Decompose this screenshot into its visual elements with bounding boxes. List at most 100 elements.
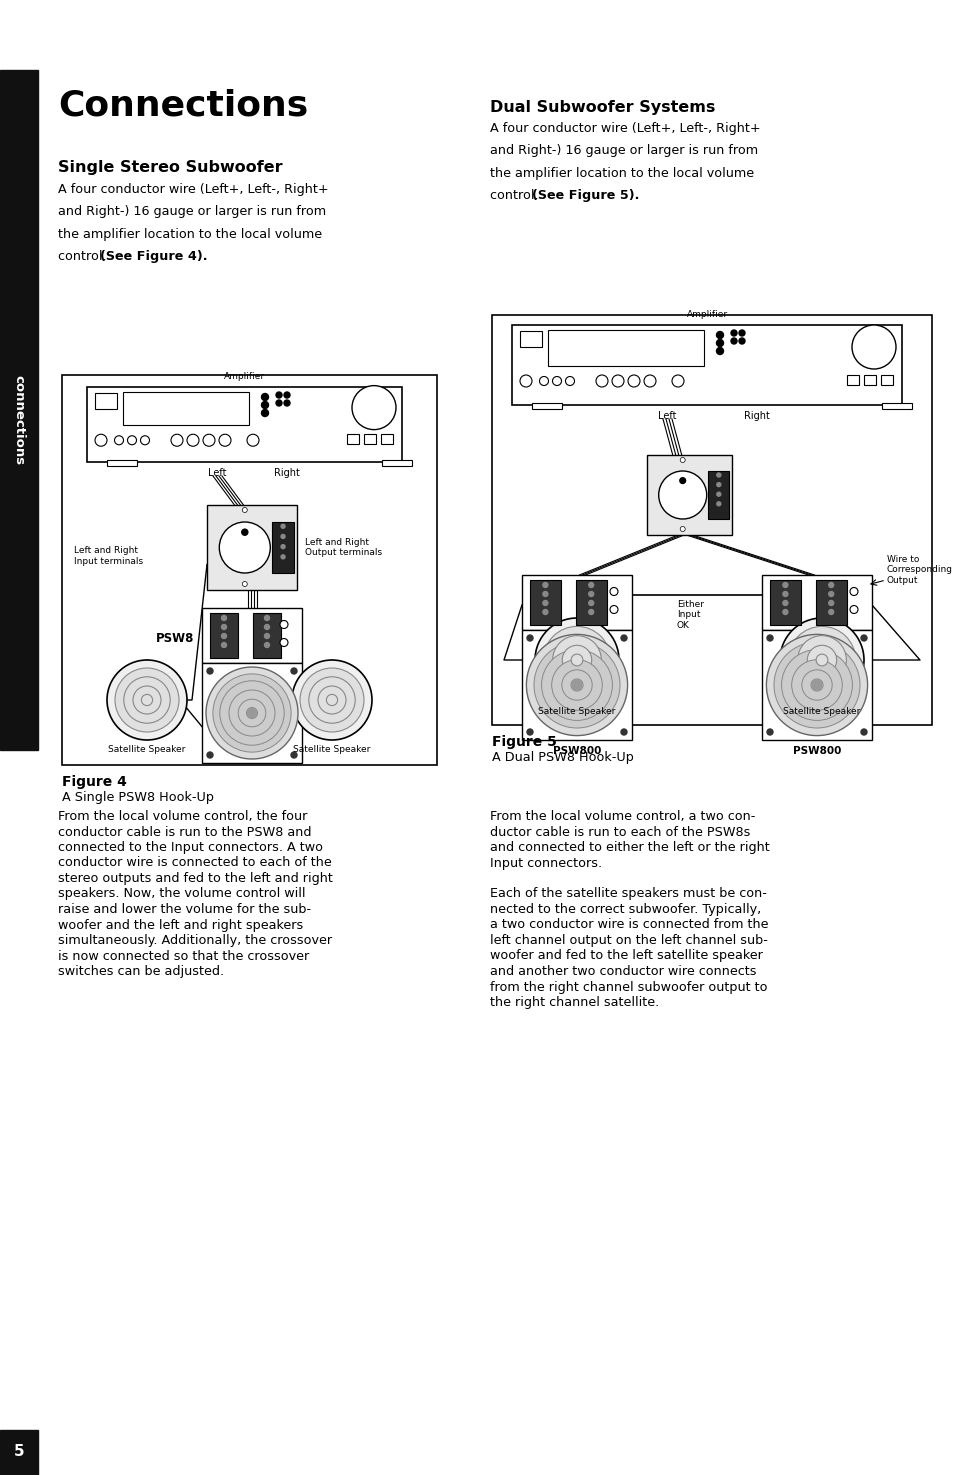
Circle shape [828,600,833,606]
Circle shape [739,338,744,344]
Circle shape [284,400,290,406]
Circle shape [782,591,787,596]
Circle shape [671,375,683,386]
Circle shape [526,634,627,736]
Text: Left: Left [657,412,676,420]
Circle shape [609,587,618,596]
Circle shape [535,618,618,702]
Circle shape [219,522,270,572]
Circle shape [781,649,852,720]
Circle shape [679,527,684,531]
Bar [512,324,901,406]
Text: stereo outputs and fed to the left and right: stereo outputs and fed to the left and r… [58,872,333,885]
Circle shape [572,680,581,690]
Circle shape [765,634,866,736]
Circle shape [291,752,296,758]
Circle shape [299,668,364,732]
Circle shape [281,555,285,559]
Text: Either
Input
OK: Either Input OK [677,600,703,630]
Text: Connections: Connections [58,88,308,122]
Circle shape [815,653,827,665]
Bar [380,434,393,444]
Circle shape [534,642,619,729]
Bar [492,316,931,726]
Circle shape [352,385,395,429]
Circle shape [612,375,623,386]
Bar [880,375,892,385]
Circle shape [539,376,548,385]
Circle shape [716,473,720,476]
Circle shape [203,434,214,447]
Circle shape [851,324,895,369]
Bar [107,460,137,466]
Circle shape [828,583,833,587]
Text: From the local volume control, a two con-: From the local volume control, a two con… [490,810,755,823]
Circle shape [264,624,269,630]
Text: conductor wire is connected to each of the: conductor wire is connected to each of t… [58,857,332,869]
Text: connected to the Input connectors. A two: connected to the Input connectors. A two [58,841,323,854]
Circle shape [542,609,547,615]
Circle shape [806,645,836,674]
Text: Satellite Speaker: Satellite Speaker [537,707,615,715]
Circle shape [140,435,150,445]
Circle shape [229,690,274,736]
Text: Right: Right [743,412,769,420]
Text: Left and Right
Output terminals: Left and Right Output terminals [305,538,382,558]
Text: ductor cable is run to each of the PSW8s: ductor cable is run to each of the PSW8s [490,826,750,838]
Circle shape [596,375,607,386]
Bar [0,69,38,749]
Text: the amplifier location to the local volume: the amplifier location to the local volu… [58,229,322,240]
Circle shape [242,581,247,587]
Text: and connected to either the left or the right: and connected to either the left or the … [490,841,769,854]
Circle shape [542,591,547,596]
Text: Left: Left [208,468,226,478]
Circle shape [716,482,720,487]
Text: and another two conductor wire connects: and another two conductor wire connects [490,965,756,978]
Circle shape [565,376,574,385]
Circle shape [542,583,547,587]
Circle shape [766,729,772,735]
Circle shape [543,627,610,693]
Text: Figure 5: Figure 5 [492,735,557,749]
Circle shape [773,642,859,729]
Text: A Dual PSW8 Hook-Up: A Dual PSW8 Hook-Up [492,751,633,764]
Circle shape [242,507,247,512]
Text: Satellite Speaker: Satellite Speaker [109,745,186,754]
Bar [202,662,302,763]
Bar [253,614,281,658]
Circle shape [542,600,547,606]
Text: Wire to
Corresponding
Output: Wire to Corresponding Output [886,555,952,584]
Circle shape [275,392,282,398]
Bar [202,608,302,662]
Circle shape [221,633,226,639]
Circle shape [627,375,639,386]
Text: nected to the correct subwoofer. Typically,: nected to the correct subwoofer. Typical… [490,903,760,916]
Circle shape [571,653,582,665]
Circle shape [281,534,285,538]
Bar [364,434,375,444]
Text: Amplifier: Amplifier [686,310,727,319]
Circle shape [207,668,213,674]
Text: Amplifier: Amplifier [224,372,265,381]
Text: switches can be adjusted.: switches can be adjusted. [58,965,224,978]
Bar [207,504,296,590]
Text: Input connectors.: Input connectors. [490,857,601,869]
Text: a two conductor wire is connected from the: a two conductor wire is connected from t… [490,919,768,932]
Circle shape [801,670,831,701]
Bar [272,522,294,572]
Bar [815,580,845,625]
Text: and Right-) 16 gauge or larger is run from: and Right-) 16 gauge or larger is run fr… [490,145,758,158]
Circle shape [739,330,744,336]
Text: from the right channel subwoofer output to: from the right channel subwoofer output … [490,981,767,994]
Circle shape [171,434,183,447]
Circle shape [284,392,290,398]
Text: (See Figure 5).: (See Figure 5). [532,189,639,202]
Circle shape [552,376,561,385]
Circle shape [219,434,231,447]
Bar [761,575,871,630]
Circle shape [187,434,199,447]
Circle shape [811,680,821,690]
Circle shape [588,591,593,596]
Circle shape [716,493,720,496]
Circle shape [526,729,533,735]
